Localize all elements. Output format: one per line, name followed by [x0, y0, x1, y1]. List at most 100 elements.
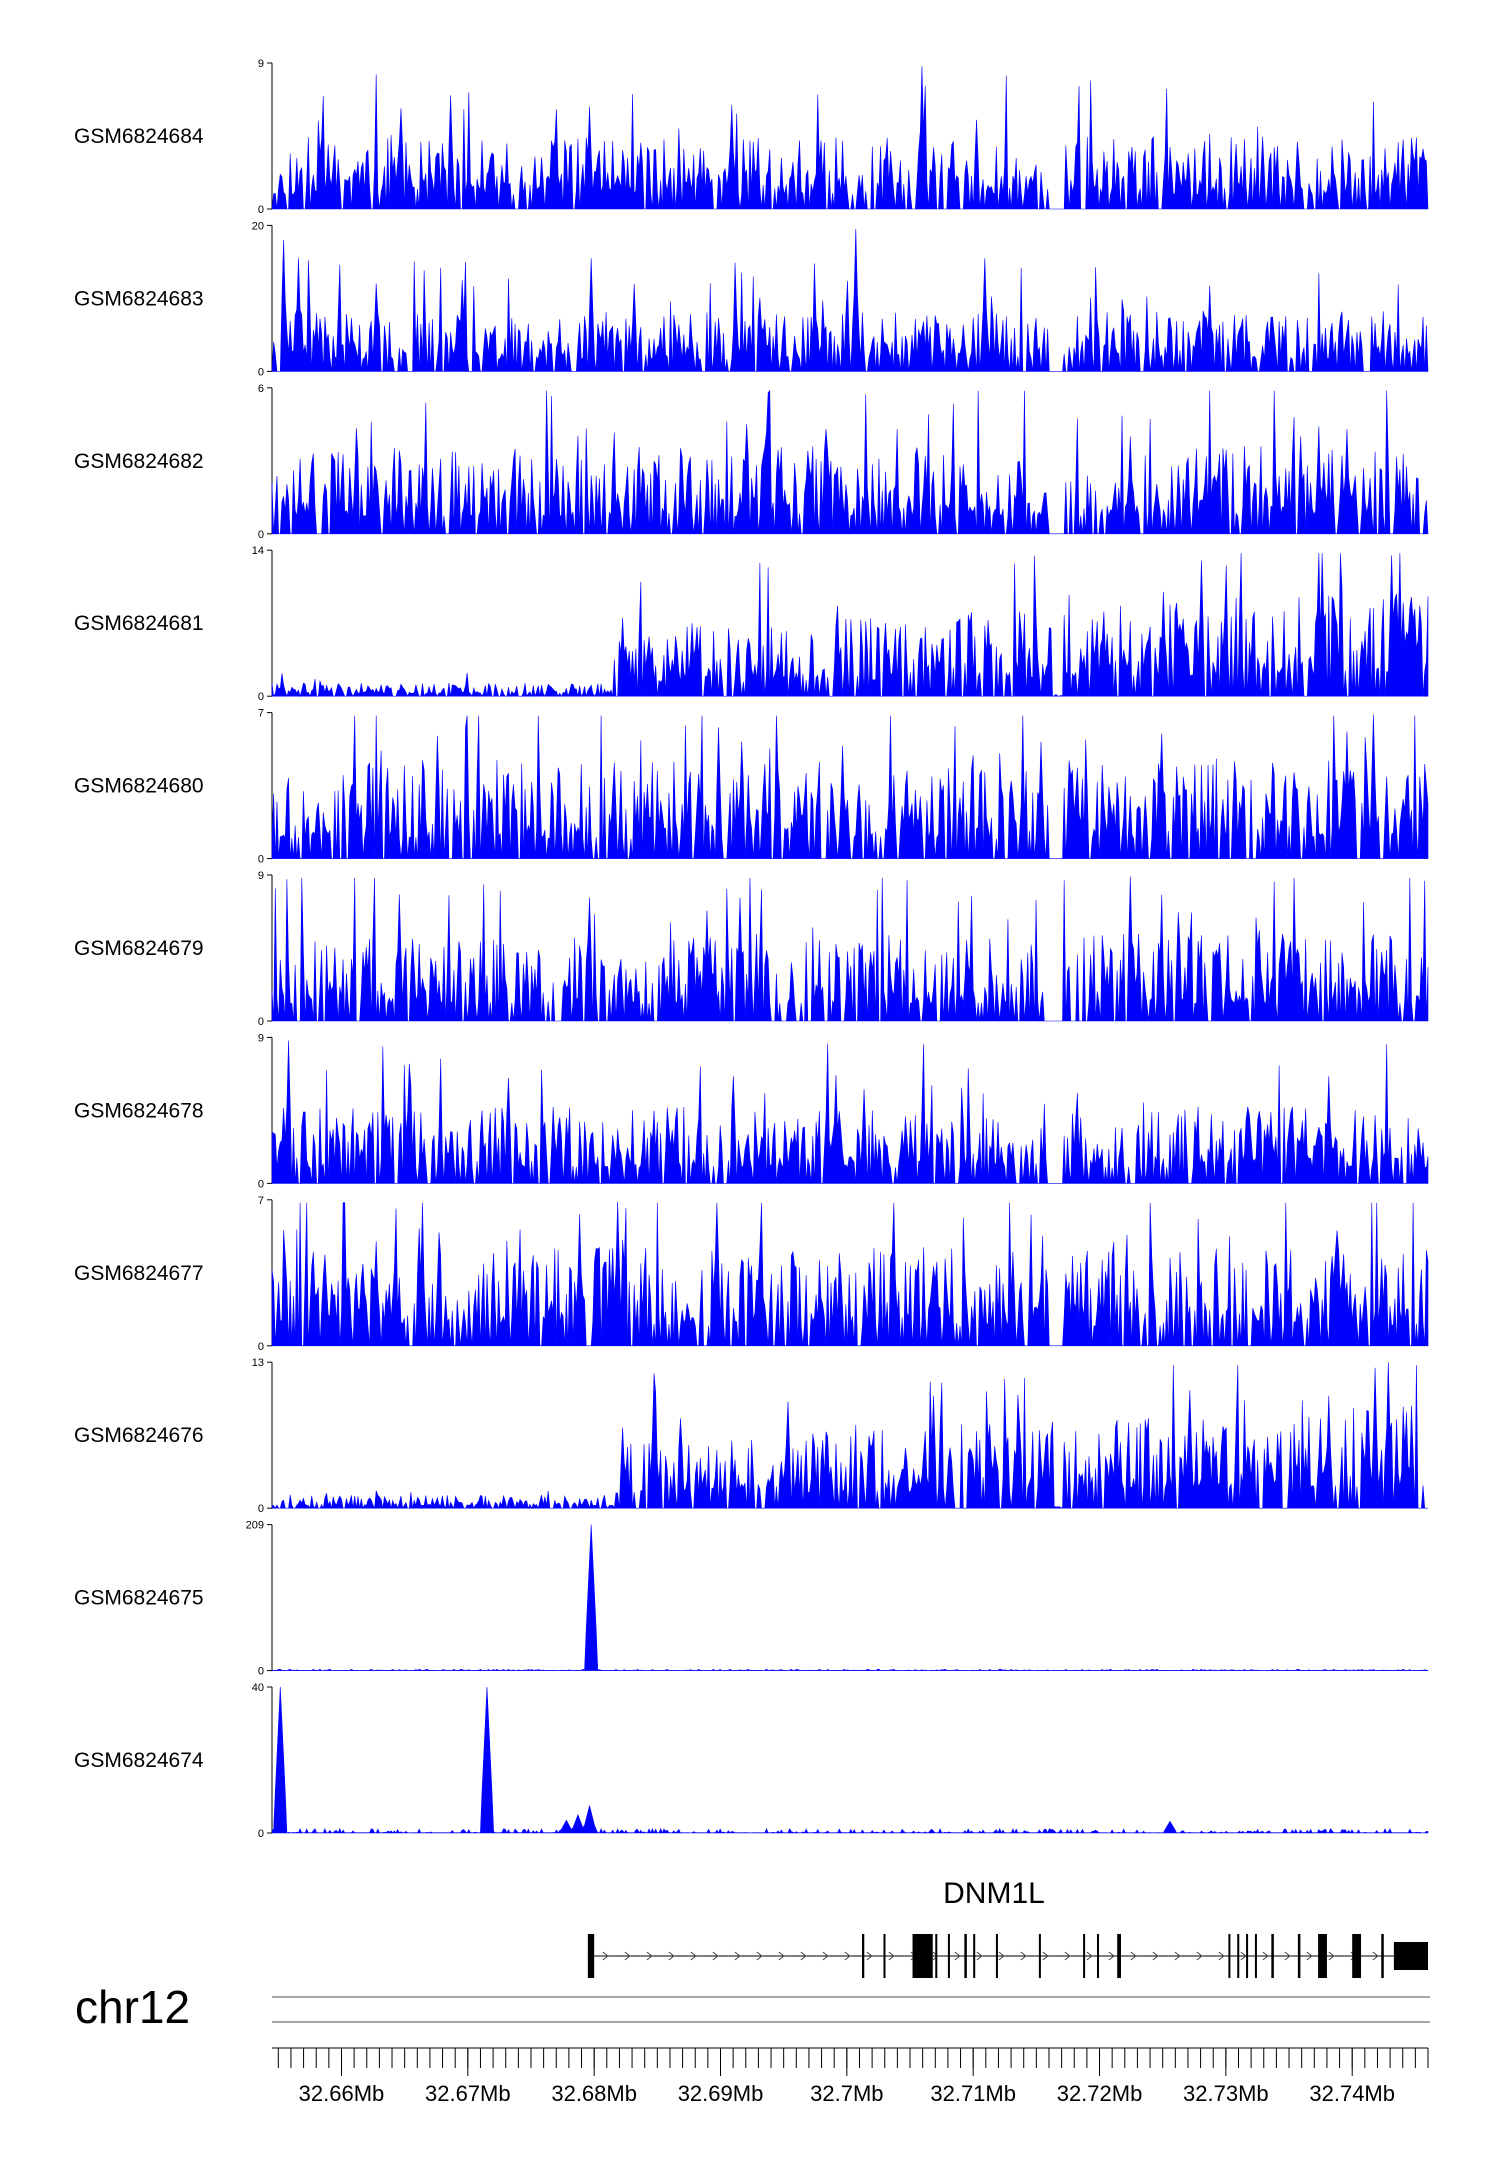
- y-axis-max-label: 7: [258, 1195, 264, 1207]
- strand-chevron: [844, 1951, 851, 1961]
- y-axis-max-label: 40: [252, 1682, 264, 1694]
- axis-tick-label: 32.74Mb: [1309, 2081, 1395, 2106]
- coverage-area: [271, 876, 1429, 1022]
- axis-tick-label: 32.73Mb: [1183, 2081, 1269, 2106]
- gene-exon: [883, 1934, 886, 1978]
- coverage-area: [271, 66, 1429, 210]
- y-axis-min-label: 0: [258, 204, 264, 216]
- y-axis-min-label: 0: [258, 854, 264, 866]
- y-axis-min-label: 0: [258, 691, 264, 703]
- chromosome-label: chr12: [75, 1981, 190, 2033]
- strand-chevron: [690, 1951, 697, 1961]
- strand-chevron: [1372, 1951, 1379, 1961]
- coverage-area: [271, 229, 1429, 372]
- y-axis-max-label: 13: [252, 1357, 264, 1369]
- axis-tick-label: 32.7Mb: [810, 2081, 883, 2106]
- track-GSM6824675: GSM6824675 209 0: [74, 1520, 1429, 1678]
- gene-exon: [1297, 1934, 1301, 1978]
- y-axis-max-label: 209: [246, 1520, 264, 1532]
- gene-exon: [1393, 1942, 1428, 1970]
- gene-exon: [912, 1934, 933, 1978]
- track-GSM6824679: GSM6824679 9 0: [74, 870, 1429, 1028]
- strand-chevron: [756, 1951, 763, 1961]
- strand-chevron: [1020, 1951, 1027, 1961]
- gene-annotation-track: DNM1L: [587, 1877, 1428, 1978]
- coverage-area: [271, 1686, 1429, 1834]
- track-GSM6824677: GSM6824677 7 0: [74, 1195, 1429, 1353]
- gene-model: [587, 1934, 1428, 1978]
- y-axis-max-label: 14: [252, 545, 264, 557]
- gene-exon: [1271, 1934, 1274, 1978]
- coverage-area: [271, 1524, 1429, 1671]
- track-GSM6824682: GSM6824682 6 0: [74, 383, 1429, 541]
- coverage-area: [271, 1201, 1429, 1347]
- strand-chevron: [800, 1951, 807, 1961]
- axis-tick-label: 32.67Mb: [425, 2081, 511, 2106]
- strand-chevron: [1262, 1951, 1269, 1961]
- y-axis-min-label: 0: [258, 1178, 264, 1190]
- strand-chevron: [1042, 1951, 1049, 1961]
- strand-chevron: [1064, 1951, 1071, 1961]
- track-name-label: GSM6824676: [74, 1424, 204, 1447]
- coverage-area: [271, 389, 1429, 535]
- gene-exon: [947, 1934, 950, 1978]
- gene-exon: [935, 1934, 938, 1978]
- strand-chevron: [734, 1951, 741, 1961]
- y-axis-min-label: 0: [258, 1341, 264, 1353]
- gene-exon: [1096, 1934, 1100, 1978]
- track-name-label: GSM6824674: [74, 1749, 204, 1772]
- gene-exon: [964, 1934, 967, 1978]
- y-axis-min-label: 0: [258, 529, 264, 541]
- strand-chevron: [1328, 1951, 1335, 1961]
- strand-chevron: [778, 1951, 785, 1961]
- track-name-label: GSM6824680: [74, 775, 204, 798]
- strand-chevron: [954, 1951, 961, 1961]
- strand-chevron: [1108, 1951, 1115, 1961]
- genome-axis-track: chr12 32.66Mb 32.67Mb 32.68Mb 32.69Mb 32.7Mb…: [75, 1981, 1430, 2106]
- track-GSM6824674: GSM6824674 40 0: [74, 1682, 1429, 1840]
- track-name-label: GSM6824682: [74, 450, 204, 473]
- axis-tick-label: 32.68Mb: [551, 2081, 637, 2106]
- track-GSM6824680: GSM6824680 7 0: [74, 708, 1429, 866]
- genome-axis: 32.66Mb 32.67Mb 32.68Mb 32.69Mb 32.7Mb 32.71M…: [272, 2047, 1429, 2106]
- coverage-area: [271, 553, 1429, 698]
- y-axis-min-label: 0: [258, 1016, 264, 1028]
- coverage-area: [271, 1362, 1428, 1510]
- y-axis-max-label: 20: [252, 220, 264, 232]
- gene-exon: [1352, 1934, 1362, 1978]
- strand-chevron: [1284, 1951, 1291, 1961]
- strand-chevron: [602, 1951, 609, 1961]
- gene-exon: [1237, 1934, 1240, 1978]
- gene-exon: [862, 1934, 865, 1978]
- strand-chevron: [1130, 1951, 1137, 1961]
- strand-chevron: [1240, 1951, 1247, 1961]
- strand-chevron: [1152, 1951, 1159, 1961]
- track-GSM6824683: GSM6824683 20 0: [74, 220, 1429, 378]
- track-name-label: GSM6824683: [74, 287, 204, 310]
- track-name-label: GSM6824684: [74, 125, 204, 148]
- y-axis-min-label: 0: [258, 1503, 264, 1515]
- strand-chevron: [1086, 1951, 1093, 1961]
- gene-exon: [587, 1934, 595, 1978]
- strand-chevron: [1306, 1951, 1313, 1961]
- strand-chevron: [624, 1951, 631, 1961]
- strand-chevron: [712, 1951, 719, 1961]
- track-name-label: GSM6824679: [74, 937, 204, 960]
- strand-chevron: [888, 1951, 895, 1961]
- gene-exon: [1117, 1934, 1121, 1978]
- strand-chevron: [1196, 1951, 1203, 1961]
- track-GSM6824684: GSM6824684 9 0: [74, 58, 1429, 216]
- strand-chevron: [932, 1951, 939, 1961]
- coverage-area: [271, 714, 1429, 859]
- strand-chevron: [646, 1951, 653, 1961]
- axis-tick-label: 32.72Mb: [1057, 2081, 1143, 2106]
- y-axis-min-label: 0: [258, 366, 264, 378]
- track-GSM6824681: GSM6824681 14 0: [74, 545, 1429, 703]
- track-name-label: GSM6824677: [74, 1262, 204, 1285]
- strand-chevron: [668, 1951, 675, 1961]
- gene-exon: [1038, 1934, 1041, 1978]
- y-axis-max-label: 6: [258, 383, 264, 395]
- gene-exon: [1246, 1934, 1249, 1978]
- coverage-area: [271, 1040, 1429, 1184]
- strand-chevron: [1174, 1951, 1181, 1961]
